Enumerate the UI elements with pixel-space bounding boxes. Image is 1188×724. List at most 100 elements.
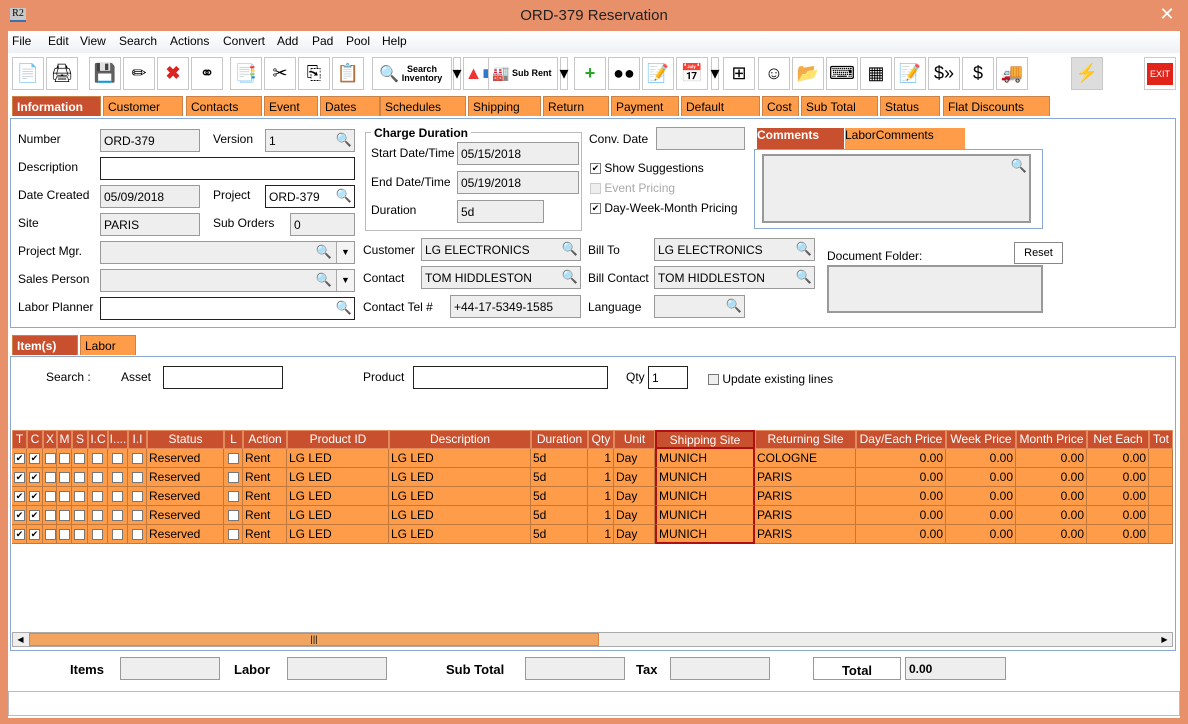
cell[interactable]: [57, 468, 72, 487]
sub-rent-button[interactable]: 🏭 Sub Rent: [488, 57, 558, 90]
checkbox[interactable]: ✔: [29, 510, 40, 522]
key-icon[interactable]: ⌨: [826, 57, 858, 90]
tab-labor[interactable]: Labor: [80, 335, 136, 355]
column-header-i-c[interactable]: I.C: [88, 430, 108, 449]
magnifier-icon[interactable]: 🔍: [725, 298, 742, 313]
cut-icon[interactable]: ✂: [264, 57, 296, 90]
column-header-qty[interactable]: Qty: [588, 430, 614, 449]
cell[interactable]: [224, 449, 243, 468]
cell[interactable]: [43, 525, 57, 544]
qty-input[interactable]: 1: [648, 366, 688, 389]
print-icon[interactable]: 🖨: [46, 57, 78, 90]
comments-textarea[interactable]: 🔍: [762, 154, 1031, 223]
checkbox[interactable]: [112, 529, 123, 541]
menu-pool[interactable]: Pool: [346, 34, 371, 48]
cell[interactable]: ✔: [12, 506, 27, 525]
menu-edit[interactable]: Edit: [48, 34, 69, 48]
cell[interactable]: [224, 487, 243, 506]
column-header-duration[interactable]: Duration: [531, 430, 588, 449]
checkbox[interactable]: [227, 491, 239, 503]
cell[interactable]: [43, 506, 57, 525]
cell[interactable]: [88, 449, 108, 468]
scroll-right-icon[interactable]: ▶: [1161, 635, 1168, 644]
exit-button[interactable]: EXIT: [1144, 57, 1176, 90]
cell[interactable]: [108, 506, 128, 525]
menu-actions[interactable]: Actions: [170, 34, 210, 48]
checkbox[interactable]: [92, 472, 103, 484]
checkbox[interactable]: ✔: [29, 472, 40, 484]
cell[interactable]: ✔: [27, 468, 43, 487]
tab-default[interactable]: Default: [681, 96, 760, 116]
cell[interactable]: [72, 506, 88, 525]
checkbox[interactable]: [112, 472, 123, 484]
cell[interactable]: ✔: [27, 506, 43, 525]
checkbox[interactable]: [59, 510, 70, 522]
cell-status[interactable]: Reserved: [147, 468, 224, 487]
tab-dates[interactable]: Dates: [320, 96, 380, 116]
cell[interactable]: ✔: [12, 468, 27, 487]
tab-event[interactable]: Event: [264, 96, 318, 116]
checkbox[interactable]: ✔: [29, 491, 40, 503]
cell[interactable]: ✔: [12, 449, 27, 468]
cell[interactable]: [72, 487, 88, 506]
checkbox[interactable]: [131, 529, 143, 541]
checkbox[interactable]: [112, 453, 123, 465]
checkbox[interactable]: [227, 529, 239, 541]
column-header-i-[interactable]: I....: [108, 430, 128, 449]
save-icon[interactable]: 💾: [89, 57, 121, 90]
menu-file[interactable]: File: [12, 34, 32, 48]
checkbox[interactable]: ✔: [14, 491, 25, 503]
checkbox[interactable]: ✔: [14, 472, 25, 484]
cell[interactable]: [72, 525, 88, 544]
cell[interactable]: [88, 525, 108, 544]
checkbox[interactable]: [45, 491, 56, 503]
column-header-shipping-site[interactable]: Shipping Site: [655, 430, 755, 449]
scrollbar-thumb[interactable]: |||: [29, 633, 599, 646]
checkbox[interactable]: ✔: [590, 163, 601, 175]
tab-schedules[interactable]: Schedules: [380, 96, 466, 116]
document-edit-icon[interactable]: 📝: [894, 57, 926, 90]
table-row[interactable]: ✔ ✔ Reserved Rent LG LED LG LED 5d 1 Day MUNICH PA…: [12, 506, 1173, 525]
magnifier-icon[interactable]: 🔍: [335, 132, 352, 147]
checkbox[interactable]: [131, 510, 143, 522]
cell[interactable]: [88, 468, 108, 487]
cell[interactable]: [57, 487, 72, 506]
hierarchy-icon[interactable]: ⊞: [723, 57, 755, 90]
cell[interactable]: [224, 525, 243, 544]
menu-help[interactable]: Help: [382, 34, 407, 48]
end-date-field[interactable]: 05/19/2018: [457, 171, 579, 194]
truck-icon[interactable]: 🚚: [996, 57, 1028, 90]
checkbox[interactable]: [92, 491, 103, 503]
checkbox[interactable]: [45, 472, 56, 484]
cell-status[interactable]: Reserved: [147, 506, 224, 525]
checkbox[interactable]: [112, 510, 123, 522]
cell[interactable]: [128, 506, 147, 525]
cell[interactable]: [72, 468, 88, 487]
tab-return[interactable]: Return: [543, 96, 609, 116]
tab-payment[interactable]: Payment: [611, 96, 679, 116]
labor-planner-field[interactable]: 🔍: [100, 297, 355, 320]
tab-shipping[interactable]: Shipping: [468, 96, 541, 116]
column-header-tot[interactable]: Tot: [1149, 430, 1173, 449]
table-row[interactable]: ✔ ✔ Reserved Rent LG LED LG LED 5d 1 Day MUNICH CO…: [12, 449, 1173, 468]
column-header-c[interactable]: C: [27, 430, 43, 449]
language-field[interactable]: 🔍: [654, 295, 745, 318]
cell[interactable]: ✔: [27, 525, 43, 544]
edit-pencil-icon[interactable]: ✏: [123, 57, 155, 90]
checkbox[interactable]: [112, 491, 123, 503]
cell[interactable]: ✔: [27, 449, 43, 468]
day-week-month-pricing-checkbox[interactable]: ✔ Day-Week-Month Pricing: [590, 201, 738, 215]
reset-button[interactable]: Reset: [1014, 242, 1063, 264]
column-header-t[interactable]: T: [12, 430, 27, 449]
copy-icon[interactable]: ⎘: [298, 57, 330, 90]
magnifier-icon[interactable]: 🔍: [335, 188, 352, 203]
checkbox[interactable]: [59, 491, 70, 503]
cell[interactable]: [108, 487, 128, 506]
menu-search[interactable]: Search: [119, 34, 158, 48]
cell[interactable]: [57, 449, 72, 468]
tab-status[interactable]: Status: [880, 96, 940, 116]
tab-information[interactable]: Information: [12, 96, 101, 116]
tab-contacts[interactable]: Contacts: [186, 96, 262, 116]
checkbox[interactable]: [74, 529, 85, 541]
menu-pad[interactable]: Pad: [312, 34, 334, 48]
